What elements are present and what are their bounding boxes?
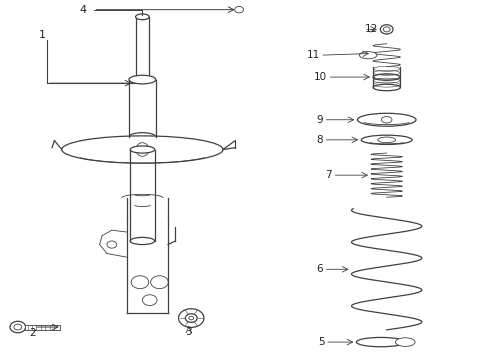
Text: 6: 6	[317, 264, 323, 274]
Circle shape	[143, 295, 157, 306]
Bar	[25, 324, 60, 329]
Circle shape	[185, 314, 197, 322]
Ellipse shape	[373, 84, 400, 91]
Text: 11: 11	[307, 50, 320, 60]
Circle shape	[235, 6, 244, 13]
Text: 10: 10	[314, 72, 327, 82]
Ellipse shape	[62, 136, 223, 163]
Ellipse shape	[359, 51, 377, 59]
Ellipse shape	[381, 117, 392, 123]
Text: 7: 7	[325, 170, 332, 180]
Ellipse shape	[356, 337, 405, 347]
Text: 1: 1	[39, 30, 46, 40]
Bar	[136, 17, 149, 80]
Ellipse shape	[129, 75, 156, 84]
Ellipse shape	[129, 133, 156, 141]
Ellipse shape	[130, 237, 155, 244]
Ellipse shape	[136, 143, 149, 156]
Circle shape	[131, 276, 149, 289]
Text: 9: 9	[317, 115, 323, 125]
Circle shape	[380, 25, 393, 34]
Ellipse shape	[126, 138, 159, 147]
Ellipse shape	[357, 113, 416, 126]
Text: 2: 2	[29, 328, 36, 338]
Circle shape	[151, 276, 168, 289]
Circle shape	[107, 241, 117, 248]
Text: 8: 8	[317, 135, 323, 145]
Circle shape	[189, 316, 194, 320]
Ellipse shape	[136, 14, 149, 20]
Text: 5: 5	[318, 337, 325, 347]
Ellipse shape	[361, 135, 412, 144]
Circle shape	[383, 27, 390, 32]
Text: 12: 12	[365, 24, 378, 35]
Ellipse shape	[395, 338, 415, 346]
Circle shape	[178, 309, 204, 327]
Ellipse shape	[373, 74, 400, 80]
Ellipse shape	[130, 146, 155, 153]
Ellipse shape	[378, 137, 395, 143]
Text: 4: 4	[79, 5, 86, 15]
Text: 3: 3	[186, 327, 192, 337]
Circle shape	[10, 321, 25, 333]
Circle shape	[14, 324, 22, 330]
